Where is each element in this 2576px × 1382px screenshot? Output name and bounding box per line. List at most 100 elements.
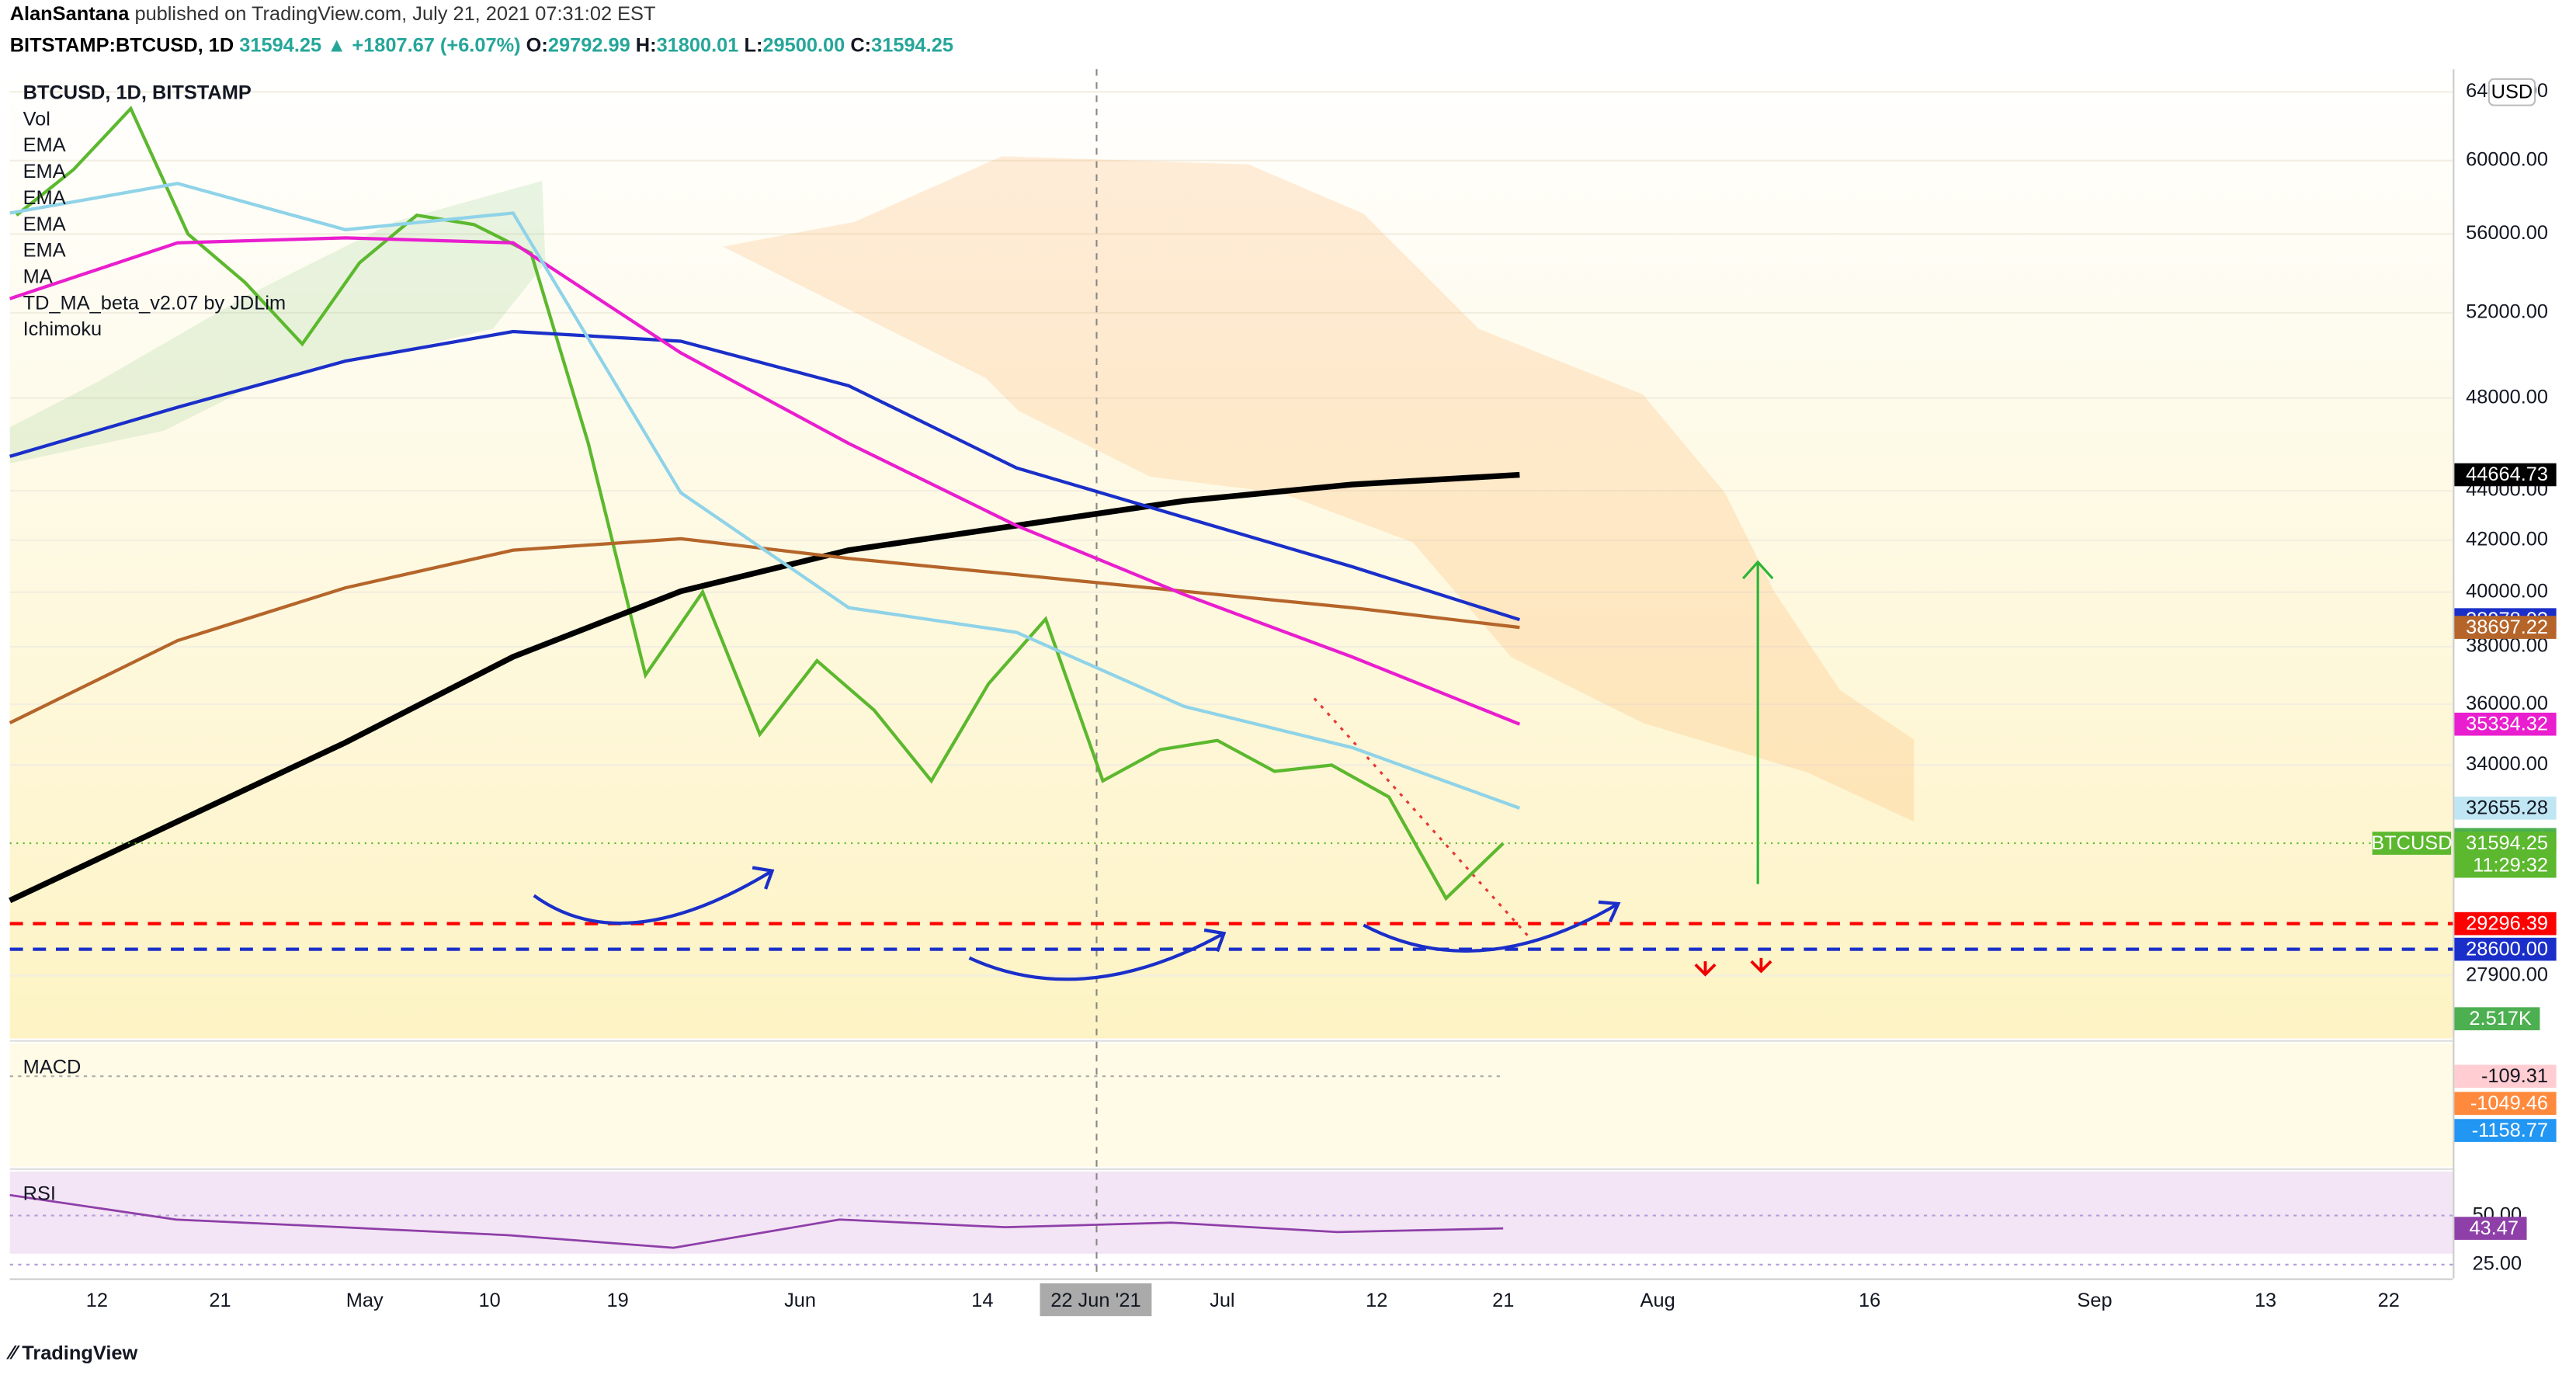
ohlc-label: L: <box>744 34 762 56</box>
series-line <box>9 471 1520 904</box>
crosshair-date-box <box>1040 1283 1152 1317</box>
symbol-line: BITSTAMP:BTCUSD, 1D 31594.25 ▲ +1807.67 … <box>10 34 953 56</box>
arrow-head <box>752 866 775 890</box>
series-line <box>9 236 1521 726</box>
x-tick-label: 16 <box>1859 1290 1880 1311</box>
x-tick-label: 12 <box>1366 1290 1387 1311</box>
x-tick-label: Jun <box>784 1290 816 1311</box>
legend-entry: EMA <box>23 134 66 156</box>
ohlc-label: O: <box>526 34 548 56</box>
published: published on TradingView.com, July 21, 2… <box>134 3 655 25</box>
footer-logo: ⁄⁄ TradingView <box>6 1342 138 1364</box>
x-tick-label: 12 <box>86 1290 108 1311</box>
x-tick-label: 10 <box>478 1290 500 1311</box>
legend-entry: TD_MA_beta_v2.07 by JDLim <box>23 292 286 314</box>
x-tick-label: 19 <box>607 1290 629 1311</box>
y-tick-label: 48000.00 <box>2466 386 2548 408</box>
x-tick-label: 21 <box>1492 1290 1514 1311</box>
curved-arrow <box>968 932 1225 981</box>
pane-title: MACD <box>23 1056 82 1078</box>
rsi-line <box>9 1193 1504 1249</box>
x-tick-label: 22 Jun '21 <box>1050 1290 1140 1311</box>
price-label-bg <box>2454 712 2557 736</box>
legend-entry: MA <box>23 266 53 288</box>
series-line <box>9 329 1521 622</box>
axes: 64000.0060000.0056000.0052000.0048000.00… <box>86 80 2548 1317</box>
macd-label: -1158.77 <box>2472 1120 2548 1141</box>
price-label-bg <box>2454 797 2557 820</box>
y-tick-label: 40000.00 <box>2466 580 2548 602</box>
series-line <box>9 182 1521 810</box>
rsi-label: 43.47 <box>2469 1217 2519 1239</box>
down-arrows <box>1694 957 1772 977</box>
curved-arrow <box>533 869 773 925</box>
arrow-head <box>1598 900 1621 923</box>
ohlc-value: 29500.00 <box>762 34 845 56</box>
price-label: 35334.32 <box>2466 713 2548 734</box>
trend-line <box>1313 697 1537 946</box>
volume-label-bg <box>2454 1007 2540 1030</box>
x-tick-label: Jul <box>1210 1290 1234 1311</box>
x-tick-label: 22 <box>2378 1290 2400 1311</box>
ohlc-label: C: <box>850 34 871 56</box>
legend-entry: Ichimoku <box>23 318 102 340</box>
x-tick-label: 13 <box>2255 1290 2276 1311</box>
countdown: 11:29:32 <box>2473 854 2548 876</box>
macd-label-bg <box>2454 1092 2557 1115</box>
legend-entry: EMA <box>23 240 66 262</box>
y-tick-label: 60000.00 <box>2466 148 2548 170</box>
y-tick-label: 34000.00 <box>2466 753 2548 775</box>
header: AlanSantana published on TradingView.com… <box>10 3 656 25</box>
plot <box>9 106 2453 1249</box>
current-price: 31594.25 <box>2466 832 2548 854</box>
arrow-head <box>1203 928 1227 953</box>
rsi-tick-label: 25.00 <box>2473 1253 2522 1275</box>
curved-arrow <box>1363 902 1620 953</box>
legend-entry: BTCUSD, 1D, BITSTAMP <box>23 82 252 104</box>
price-labels: 44664.7338978.0338697.2235334.3232655.28… <box>9 463 2557 1240</box>
ohlc-value: 31800.01 <box>657 34 739 56</box>
price-label: 29296.39 <box>2466 912 2548 934</box>
legend-entry: EMA <box>23 214 66 235</box>
author: AlanSantana <box>10 3 130 25</box>
current-name: BTCUSD <box>2371 832 2452 854</box>
ohlc-value: 31594.25 <box>871 34 953 56</box>
price-label: 38697.22 <box>2466 616 2548 638</box>
price-label-bg <box>2454 937 2557 961</box>
price-label: 28600.00 <box>2466 938 2548 960</box>
legend-entry: EMA <box>23 187 66 209</box>
price-label-bg <box>2454 463 2557 487</box>
current-price-bg <box>2454 832 2557 878</box>
ichimoku-cloud <box>9 180 546 464</box>
currency[interactable]: USD <box>2491 81 2533 102</box>
price-label-bg <box>2454 616 2557 639</box>
x-tick-label: 21 <box>209 1290 231 1311</box>
last-price: 31594.25 <box>239 34 321 56</box>
annotations <box>533 866 1621 981</box>
legend: BTCUSD, 1D, BITSTAMP Vol EMA EMA EMA EMA EMA MA… <box>23 82 286 341</box>
x-tick-label: 14 <box>971 1290 993 1311</box>
macd-label: -1049.46 <box>2470 1092 2548 1114</box>
price-label: 44664.73 <box>2466 464 2548 485</box>
legend-entry: Vol <box>23 108 50 130</box>
pane-title: RSI <box>23 1182 56 1204</box>
y-tick-label: 36000.00 <box>2466 693 2548 714</box>
target-arrow <box>1741 560 1774 884</box>
y-tick-label: 27900.00 <box>2466 964 2548 985</box>
macd-label: -109.31 <box>2481 1065 2548 1087</box>
currency-button[interactable] <box>2487 78 2536 106</box>
x-tick-label: Sep <box>2077 1290 2112 1311</box>
price-label-bg <box>2454 911 2557 936</box>
y-tick-label: 56000.00 <box>2466 222 2548 244</box>
series-line <box>15 106 1505 901</box>
ohlc-label: H: <box>636 34 657 56</box>
arrow-head <box>1741 560 1774 580</box>
y-tick-label: 42000.00 <box>2466 528 2548 550</box>
rsi-band <box>9 1171 2453 1254</box>
volume-label: 2.517K <box>2469 1008 2531 1030</box>
current-name-bg <box>2372 832 2452 855</box>
x-tick-label: May <box>346 1290 384 1311</box>
legend-entry: EMA <box>23 161 66 182</box>
y-tick-label: 52000.00 <box>2466 301 2548 323</box>
